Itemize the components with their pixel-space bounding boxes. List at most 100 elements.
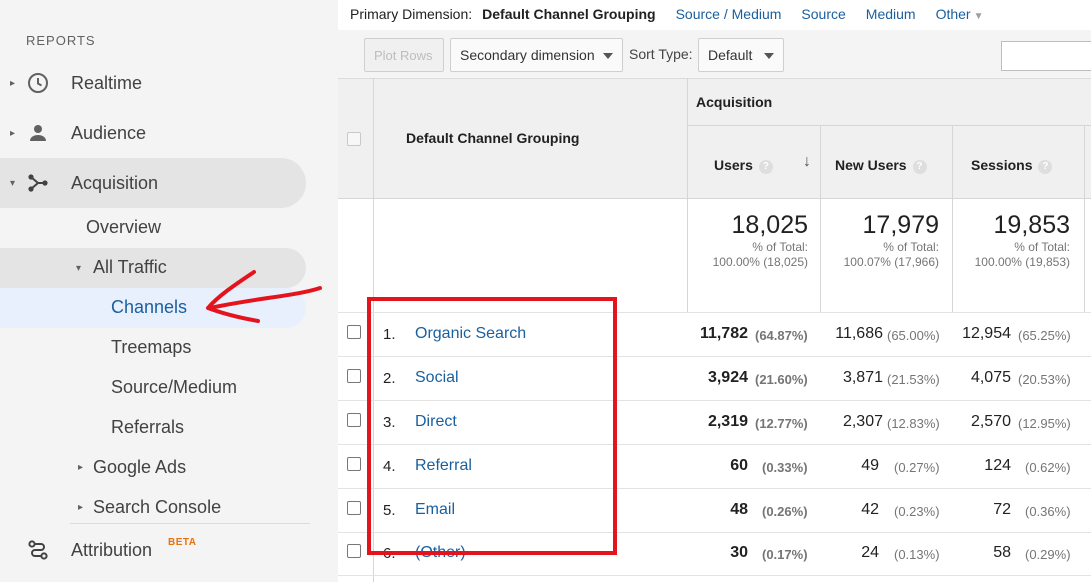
select-all-checkbox[interactable] — [347, 132, 361, 146]
users-pct: (0.33%) — [762, 460, 808, 475]
users-header-label: Users — [714, 157, 753, 173]
dimension-link-other[interactable]: Other ▼ — [936, 6, 984, 22]
chevron-down-icon: ▼ — [973, 11, 984, 22]
dimension-link-source-medium[interactable]: Source / Medium — [675, 6, 782, 22]
row-checkbox[interactable] — [347, 369, 361, 383]
all-traffic-highlight — [0, 248, 306, 288]
sidebar-item-referrals[interactable]: Referrals — [111, 417, 185, 437]
sessions-pct: (0.36%) — [1025, 504, 1071, 519]
sessions-value: 58 — [993, 544, 1011, 561]
channel-link-referral[interactable]: Referral — [415, 457, 472, 474]
channel-link-direct[interactable]: Direct — [415, 413, 457, 430]
plot-rows-button[interactable]: Plot Rows — [364, 38, 444, 72]
row-divider — [338, 400, 1091, 401]
annotation-highlight-box — [367, 297, 617, 555]
dimension-link-source[interactable]: Source — [801, 6, 846, 22]
users-value: 3,924 — [707, 369, 748, 386]
channel-link-social[interactable]: Social — [415, 369, 459, 386]
new-users-pct: (0.27%) — [894, 460, 940, 475]
sessions-pct: (0.29%) — [1025, 547, 1071, 562]
sidebar-item-all-traffic[interactable]: All Traffic — [93, 257, 167, 277]
row-number: 1. — [383, 326, 396, 343]
users-pct: (0.26%) — [762, 504, 808, 519]
dropdown-arrow-icon — [764, 53, 774, 59]
sidebar-item-attribution[interactable]: Attribution — [0, 526, 338, 574]
row-checkbox[interactable] — [347, 457, 361, 471]
new-users-header-label: New Users — [835, 157, 907, 173]
sidebar-item-label: Acquisition — [71, 172, 159, 193]
sessions-pct: (0.62%) — [1025, 460, 1071, 475]
primary-dimension-active: Default Channel Grouping — [482, 6, 656, 22]
sidebar-item-acquisition[interactable]: ▾ Acquisition — [0, 159, 306, 207]
sidebar-item-source-medium[interactable]: Source/Medium — [111, 377, 238, 397]
sidebar-item-channels[interactable]: Channels — [111, 297, 188, 317]
person-icon — [26, 121, 50, 145]
row-checkbox[interactable] — [347, 413, 361, 427]
row-checkbox[interactable] — [347, 544, 361, 558]
channel-link-organic-search[interactable]: Organic Search — [415, 325, 527, 342]
secondary-dimension-dropdown[interactable]: Secondary dimension — [450, 38, 623, 72]
dropdown-arrow-icon — [603, 53, 613, 59]
sort-type-dropdown[interactable]: Default — [698, 38, 784, 72]
new-users-total: 17,979 — [862, 211, 939, 239]
sort-descending-icon: ↓ — [803, 153, 811, 170]
sessions-column-header[interactable]: Sessions? — [971, 157, 1053, 174]
new-users-value: 49 — [861, 457, 879, 474]
row-checkbox[interactable] — [347, 325, 361, 339]
sidebar-item-audience[interactable]: ▸ Audience — [0, 109, 338, 157]
data-table: Default Channel Grouping Acquisition Use… — [338, 78, 1091, 582]
row-divider — [338, 532, 1091, 533]
new-users-total-pct-detail: 100.07% (17,966) — [843, 255, 939, 269]
caret-right-icon: ▸ — [10, 127, 16, 139]
users-pct: (12.77%) — [755, 416, 808, 431]
new-users-pct: (65.00%) — [887, 328, 940, 343]
new-users-value: 3,871 — [842, 369, 883, 386]
new-users-pct: (12.83%) — [887, 416, 940, 431]
sort-type-value: Default — [708, 47, 753, 63]
users-value: 2,319 — [707, 413, 748, 430]
attribution-icon — [26, 538, 50, 562]
row-number: 3. — [383, 414, 396, 431]
sidebar-item-google-ads[interactable]: Google Ads — [93, 457, 187, 477]
row-divider — [338, 444, 1091, 445]
row-checkbox[interactable] — [347, 501, 361, 515]
new-users-value: 42 — [861, 501, 879, 518]
sessions-value: 4,075 — [970, 369, 1011, 386]
new-users-column-header[interactable]: New Users? — [835, 157, 927, 174]
sidebar-item-overview[interactable]: Overview — [86, 217, 162, 237]
sidebar-item-label: Audience — [71, 122, 147, 143]
channel-link-email[interactable]: Email — [415, 501, 456, 518]
acquisition-icon — [26, 171, 50, 195]
other-label: Other — [935, 6, 971, 22]
dimension-column-header[interactable]: Default Channel Grouping — [406, 130, 580, 146]
sessions-total-pct-label: % of Total: — [1014, 240, 1070, 254]
help-icon[interactable]: ? — [1038, 160, 1053, 174]
sidebar-item-treemaps[interactable]: Treemaps — [111, 337, 192, 357]
users-value: 48 — [730, 501, 748, 518]
sessions-value: 72 — [993, 501, 1011, 518]
users-total-pct-detail: 100.00% (18,025) — [712, 255, 808, 269]
users-column-header[interactable]: Users? — [714, 157, 773, 174]
header-divider — [338, 198, 1091, 199]
users-total: 18,025 — [731, 211, 808, 239]
new-users-pct: (21.53%) — [887, 372, 940, 387]
users-pct: (0.17%) — [762, 547, 808, 562]
column-divider — [373, 78, 374, 582]
new-users-total-pct-label: % of Total: — [883, 240, 939, 254]
help-icon[interactable]: ? — [912, 160, 927, 174]
sidebar-divider — [70, 523, 310, 524]
header-divider — [687, 125, 1091, 126]
dimension-link-medium[interactable]: Medium — [865, 6, 916, 22]
table-search-input[interactable] — [1001, 41, 1091, 71]
sidebar-item-realtime[interactable]: ▸ Realtime — [0, 59, 338, 107]
sessions-total-pct-detail: 100.00% (19,853) — [974, 255, 1070, 269]
users-value: 30 — [730, 544, 748, 561]
sessions-value: 12,954 — [962, 325, 1011, 342]
primary-dimension-label: Primary Dimension: — [350, 6, 473, 22]
column-divider — [952, 126, 953, 312]
annotation-arrow-icon — [206, 270, 322, 323]
clock-icon — [26, 71, 50, 95]
users-value: 60 — [730, 457, 748, 474]
help-icon[interactable]: ? — [758, 160, 773, 174]
sidebar-item-search-console[interactable]: Search Console — [93, 497, 222, 517]
